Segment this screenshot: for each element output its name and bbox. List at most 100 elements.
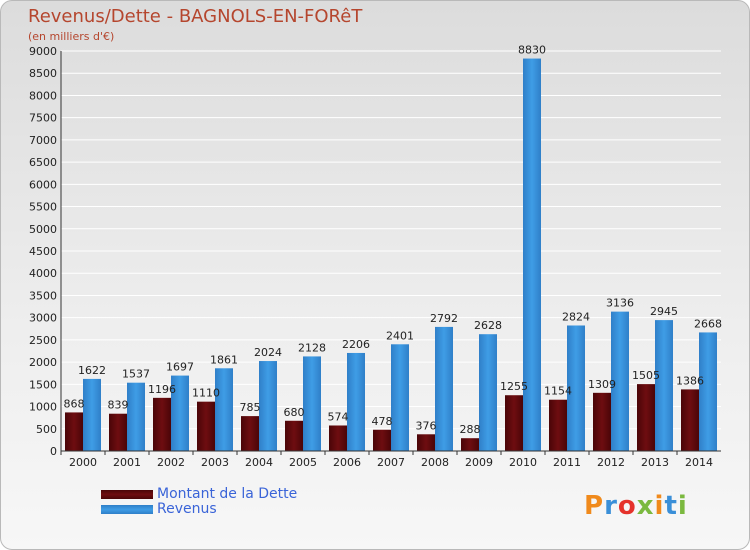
y-tick-label: 6500 <box>29 156 57 169</box>
data-label-dette: 376 <box>416 419 437 432</box>
data-label-revenus: 1697 <box>166 361 194 374</box>
bar-revenus <box>391 344 409 451</box>
logo-letter: P <box>584 491 605 521</box>
bar-dette <box>417 434 435 451</box>
y-tick-label: 5000 <box>29 223 57 236</box>
bar-dette <box>109 413 127 451</box>
bar-revenus <box>303 356 321 451</box>
legend-swatch-dette <box>101 490 153 499</box>
legend-swatch-revenus <box>101 505 153 514</box>
x-tick-label: 2011 <box>553 456 581 469</box>
x-tick-label: 2004 <box>245 456 273 469</box>
y-tick-label: 0 <box>50 445 57 458</box>
x-tick-label: 2013 <box>641 456 669 469</box>
legend-item-revenus: Revenus <box>101 502 297 517</box>
bars <box>65 58 717 452</box>
data-label-dette: 1196 <box>148 383 176 396</box>
y-tick-label: 2000 <box>29 356 57 369</box>
data-label-revenus: 1622 <box>78 364 106 377</box>
y-tick-label: 1000 <box>29 401 57 414</box>
x-tick-label: 2014 <box>685 456 713 469</box>
y-tick-label: 4000 <box>29 267 57 280</box>
bar-dette <box>197 401 215 451</box>
x-tick-label: 2010 <box>509 456 537 469</box>
bar-revenus <box>567 325 585 451</box>
data-label-dette: 288 <box>460 423 481 436</box>
data-label-dette: 1505 <box>632 369 660 382</box>
data-label-dette: 839 <box>108 399 129 412</box>
data-label-revenus: 2401 <box>386 329 414 342</box>
data-label-revenus: 2628 <box>474 319 502 332</box>
y-tick-label: 3500 <box>29 289 57 302</box>
data-label-revenus: 1537 <box>122 368 150 381</box>
logo-letter: r <box>604 491 618 521</box>
x-tick-label: 2002 <box>157 456 185 469</box>
data-label-dette: 1255 <box>500 380 528 393</box>
y-tick-label: 3000 <box>29 312 57 325</box>
y-tick-label: 8000 <box>29 89 57 102</box>
bar-dette <box>373 429 391 451</box>
y-tick-label: 2500 <box>29 334 57 347</box>
bar-dette <box>637 384 655 451</box>
bar-revenus <box>83 378 101 451</box>
bar-revenus <box>523 58 541 452</box>
logo-letter: o <box>617 491 637 521</box>
data-label-revenus: 2824 <box>562 310 590 323</box>
data-label-revenus: 8830 <box>518 44 546 57</box>
bar-revenus <box>435 326 453 451</box>
y-tick-label: 9000 <box>29 45 57 58</box>
y-tick-label: 8500 <box>29 67 57 80</box>
chart-subtitle: (en milliers d'€) <box>28 30 115 43</box>
bar-dette <box>329 425 347 451</box>
legend-label-revenus: Revenus <box>157 501 217 517</box>
data-label-revenus: 2792 <box>430 312 458 325</box>
x-tick-label: 2008 <box>421 456 449 469</box>
bar-revenus <box>259 361 277 451</box>
bar-revenus <box>347 352 365 451</box>
data-label-revenus: 2024 <box>254 346 282 359</box>
x-tick-label: 2000 <box>69 456 97 469</box>
y-tick-label: 4500 <box>29 245 57 258</box>
legend-label-dette: Montant de la Dette <box>157 486 298 502</box>
x-tick-label: 2006 <box>333 456 361 469</box>
data-label-revenus: 2206 <box>342 338 370 351</box>
y-tick-label: 7000 <box>29 134 57 147</box>
bar-dette <box>241 416 259 451</box>
y-tick-label: 1500 <box>29 378 57 391</box>
logo-letter: x <box>636 491 655 521</box>
bar-dette <box>461 438 479 451</box>
bar-revenus <box>699 332 717 451</box>
data-label-dette: 478 <box>372 415 393 428</box>
legend: Montant de la Dette Revenus <box>101 487 297 517</box>
data-label-dette: 1154 <box>544 385 572 398</box>
x-tick-label: 2001 <box>113 456 141 469</box>
data-label-revenus: 3136 <box>606 297 634 310</box>
x-tick-label: 2009 <box>465 456 493 469</box>
axes: 0 500 1000 1500 2000 2500 3000 3500 4000 4500 5000… <box>29 45 721 469</box>
logo-letter: i <box>654 491 665 521</box>
data-label-revenus: 2945 <box>650 305 678 318</box>
data-labels: 868 1622 839 1537 1196 1697 1110 1861 785 2024 680… <box>64 44 723 437</box>
bar-revenus <box>479 334 497 451</box>
bar-dette <box>153 397 171 451</box>
data-label-revenus: 2668 <box>694 317 722 330</box>
proxiti-logo: Proxiti <box>584 491 688 521</box>
bar-revenus <box>215 368 233 451</box>
data-label-dette: 680 <box>284 406 305 419</box>
bar-dette <box>285 420 303 451</box>
bar-dette <box>65 412 83 451</box>
bar-revenus <box>171 375 189 451</box>
bar-dette <box>549 399 567 451</box>
data-label-revenus: 2128 <box>298 341 326 354</box>
data-label-dette: 785 <box>240 401 261 414</box>
bar-dette <box>593 392 611 451</box>
data-label-dette: 1309 <box>588 378 616 391</box>
logo-letter: i <box>677 491 688 521</box>
legend-item-dette: Montant de la Dette <box>101 487 297 502</box>
bar-revenus <box>611 311 629 451</box>
y-tick-label: 500 <box>36 423 57 436</box>
x-tick-label: 2012 <box>597 456 625 469</box>
y-tick-label: 7500 <box>29 112 57 125</box>
